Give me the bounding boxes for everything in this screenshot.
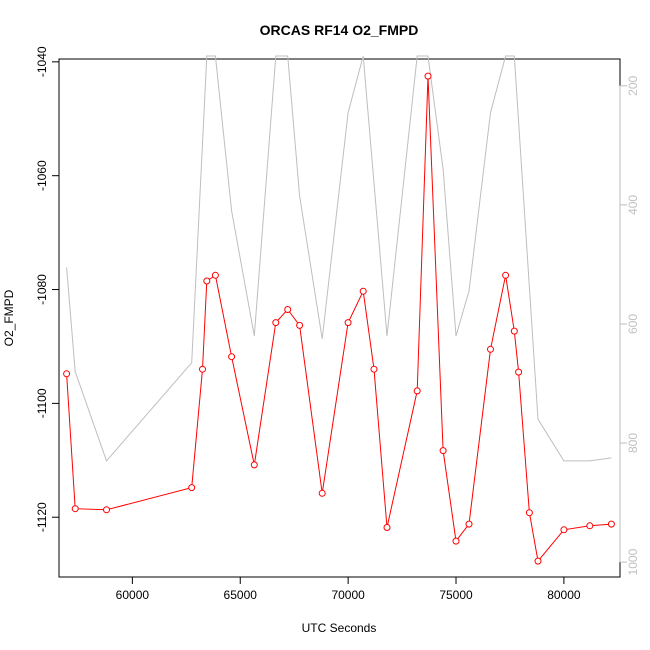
data-point — [250, 461, 258, 469]
x-tick-label: 80000 — [547, 588, 581, 602]
data-point — [515, 368, 523, 376]
data-point — [63, 370, 71, 378]
data-point — [607, 520, 615, 528]
data-point — [510, 327, 518, 335]
data-point — [296, 321, 304, 329]
data-point — [203, 277, 211, 285]
series-primary — [63, 72, 615, 565]
y-axis-label: O2_FMPD — [2, 289, 16, 346]
data-point — [272, 319, 280, 327]
data-point — [211, 271, 219, 279]
x-tick-label: 75000 — [439, 588, 473, 602]
data-point — [465, 520, 473, 528]
y-tick-label: -1040 — [35, 46, 49, 77]
data-point — [359, 287, 367, 295]
data-point — [344, 319, 352, 327]
x-tick-label: 70000 — [331, 588, 365, 602]
x-tick-label: 65000 — [224, 588, 258, 602]
series-layer — [63, 55, 615, 565]
data-point — [188, 484, 196, 492]
series-secondary — [66, 55, 612, 462]
data-point — [103, 506, 110, 514]
data-point — [383, 524, 391, 531]
chart-title: ORCAS RF14 O2_FMPD — [260, 22, 419, 38]
data-point — [318, 489, 326, 497]
x-tick-label: 60000 — [116, 588, 150, 602]
data-point — [199, 365, 206, 373]
data-point — [439, 447, 447, 455]
y-tick-label: -1100 — [35, 388, 49, 418]
data-point — [284, 306, 292, 313]
data-point — [534, 557, 542, 565]
y2-tick-label: 400 — [626, 195, 640, 215]
x-axis-label: UTC Seconds — [302, 621, 377, 635]
data-point — [502, 271, 510, 279]
data-point — [71, 505, 79, 513]
y2-tick-label: 600 — [626, 314, 640, 334]
data-point — [560, 526, 568, 534]
series-line — [66, 76, 612, 563]
series-line — [66, 55, 612, 462]
data-point — [452, 537, 460, 545]
data-point — [525, 509, 533, 517]
y-tick-label: -1060 — [35, 160, 49, 191]
y2-tick-label: 1000 — [626, 548, 640, 575]
y2-tick-label: 800 — [626, 433, 640, 453]
data-point — [424, 72, 432, 80]
y-tick-label: -1080 — [35, 274, 49, 305]
data-point — [228, 353, 236, 361]
axis-layer: 60000 65000 70000 75000 80000 -1040 -1060 -1080… — [35, 46, 640, 602]
data-point — [413, 387, 421, 395]
data-point — [586, 522, 594, 530]
data-point — [370, 365, 378, 373]
y-tick-label: -1120 — [35, 502, 49, 532]
y2-tick-label: 200 — [626, 75, 640, 95]
plot-frame — [58, 58, 621, 578]
data-point — [487, 345, 494, 353]
